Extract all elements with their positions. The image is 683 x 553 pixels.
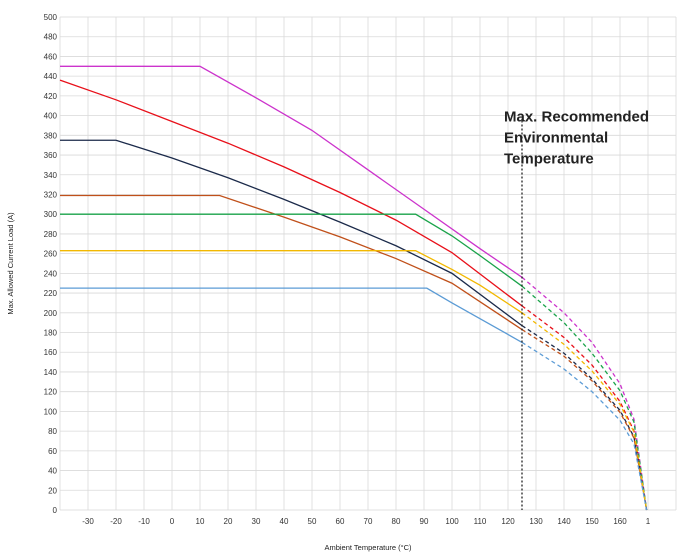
x-tick-label: 140 [557,517,571,526]
series-line-solid [60,287,523,343]
x-tick-label: -10 [138,517,150,526]
x-tick-label: 80 [392,517,401,526]
x-tick-label: 160 [613,517,627,526]
y-tick-label: 360 [44,151,58,160]
series-line-solid [59,79,523,307]
x-tick-label: 1 [646,517,651,526]
y-tick-label: 80 [48,427,57,436]
x-tick-label: 120 [501,517,515,526]
y-tick-label: 460 [44,52,58,61]
y-tick-label: 20 [48,486,57,495]
annotation-line: Environmental [504,129,608,146]
y-tick-label: 260 [44,250,58,259]
x-tick-label: 0 [170,517,175,526]
y-tick-label: 40 [48,467,57,476]
series-group [59,65,648,511]
x-tick-label: 70 [364,517,373,526]
y-tick-label: 140 [44,368,58,377]
series-line-solid [60,213,523,287]
x-tick-label: 40 [280,517,289,526]
y-tick-label: 420 [44,92,58,101]
y-tick-label: 240 [44,269,58,278]
x-tick-label: -20 [110,517,122,526]
series-line-dashed [521,276,648,511]
y-tick-label: 200 [44,309,58,318]
y-tick-label: 120 [44,388,58,397]
annotation-line: Temperature [504,150,594,167]
series-line-dashed [521,341,648,511]
y-tick-labels: 0 20 40 60 80 100 120 140 160 180 200 220 240 260 280 3… [44,13,58,515]
y-tick-label: 0 [53,506,58,515]
x-tick-label: 60 [336,517,345,526]
y-tick-label: 280 [44,230,58,239]
series-line-solid [60,139,523,327]
series-line-solid [60,194,523,331]
series-line-solid [60,65,523,278]
y-tick-label: 380 [44,131,58,140]
y-tick-label: 320 [44,190,58,199]
y-tick-label: 400 [44,112,58,121]
x-tick-label: 110 [474,517,487,526]
y-tick-label: 160 [44,348,58,357]
x-axis-label: Ambient Temperature (°C) [324,543,412,552]
y-tick-label: 500 [44,13,58,22]
x-tick-label: 20 [224,517,233,526]
series-line-dashed [521,285,648,511]
x-tick-label: 50 [308,517,317,526]
x-tick-label: 30 [252,517,261,526]
x-tick-label: 100 [445,517,459,526]
series-line-dashed [521,329,648,511]
y-tick-label: 480 [44,33,58,42]
max-temperature-annotation: Max. Recommended Environmental Temperature [504,108,649,167]
y-tick-label: 60 [48,447,57,456]
x-tick-label: -30 [82,517,94,526]
y-axis-label: Max. Allowed Current Load (A) [6,212,15,315]
y-tick-label: 220 [44,289,58,298]
y-tick-label: 440 [44,72,58,81]
series-line-dashed [521,312,648,511]
x-tick-label: 130 [529,517,543,526]
x-tick-label: 150 [585,517,599,526]
y-tick-label: 300 [44,210,58,219]
grid [59,16,677,511]
x-tick-labels: -30 -20 -10 0 10 20 30 40 50 60 70 80 90 100 110 120 130… [82,517,651,526]
annotation-line: Max. Recommended [504,108,649,125]
series-line-solid [60,250,523,314]
y-tick-label: 340 [44,171,58,180]
x-tick-label: 10 [196,517,205,526]
x-tick-label: 90 [420,517,429,526]
y-tick-label: 180 [44,329,58,338]
y-tick-label: 100 [44,407,58,416]
